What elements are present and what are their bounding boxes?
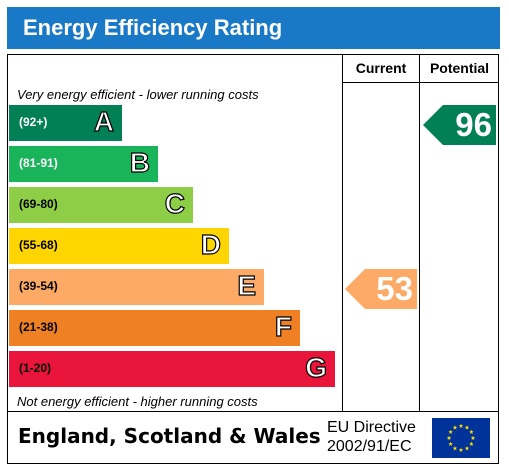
band-letter-label: B: [129, 146, 150, 178]
footer-region: England, Scotland & Wales: [18, 424, 321, 448]
band-letter-label: E: [237, 269, 257, 301]
divider-current: [342, 54, 343, 411]
header-divider: [342, 82, 499, 83]
band-letter-label: A: [93, 105, 114, 137]
band-range-label: (81-91): [19, 156, 58, 170]
band-d: (55-68) D: [9, 228, 229, 264]
current-rating-arrow: 53: [345, 269, 417, 309]
eu-star-icon: [452, 425, 458, 430]
band-range-label: (39-54): [19, 279, 58, 293]
band-g: (1-20) G: [9, 351, 335, 387]
band-range-label: (21-38): [19, 320, 58, 334]
current-column-header: Current: [355, 60, 407, 76]
eu-star-icon: [458, 423, 464, 428]
potential-rating-arrow-value: 96: [455, 106, 492, 143]
eu-star-icon: [458, 447, 464, 452]
eu-star-icon: [452, 445, 458, 451]
top-caption: Very energy efficient - lower running co…: [17, 87, 259, 102]
directive-line-2: 2002/91/EC: [327, 438, 412, 455]
footer-directive: EU Directive 2002/91/EC: [327, 418, 416, 456]
eu-star-icon: [464, 425, 470, 430]
potential-rating-arrow: 96: [423, 105, 496, 145]
eu-star-icon: [448, 429, 453, 434]
band-letter-label: G: [305, 351, 328, 383]
bottom-caption: Not energy efficient - higher running co…: [17, 394, 258, 409]
eu-star-icon: [464, 445, 470, 451]
title-bar: Energy Efficiency Rating: [7, 7, 500, 49]
divider-potential: [419, 54, 420, 411]
footer-divider: [7, 411, 499, 412]
band-c: (69-80) C: [9, 187, 193, 223]
potential-column-header: Potential: [429, 60, 490, 76]
rating-frame: [7, 54, 499, 464]
band-e: (39-54) E: [9, 269, 264, 305]
band-range-label: (55-68): [19, 238, 58, 252]
band-letter-label: C: [164, 187, 185, 219]
directive-line-1: EU Directive: [327, 419, 416, 436]
current-rating-arrow-value: 53: [376, 270, 413, 307]
band-range-label: (69-80): [19, 197, 58, 211]
band-letter-label: D: [200, 228, 221, 260]
potential-rating-arrow-shape: [423, 105, 496, 145]
band-f: (21-38) F: [9, 310, 300, 346]
current-rating-arrow-shape: [345, 269, 417, 309]
eu-star-icon: [470, 435, 476, 440]
eu-star-icon: [469, 429, 474, 434]
eu-star-icon: [448, 441, 453, 446]
band-range-label: (1-20): [19, 361, 52, 375]
band-range-label: (92+): [19, 115, 48, 129]
eu-flag-icon: [432, 418, 490, 458]
band-letter-label: F: [274, 310, 292, 342]
eu-star-icon: [446, 435, 452, 440]
band-b: (81-91) B: [9, 146, 158, 182]
band-a: (92+) A: [9, 105, 122, 141]
eu-star-icon: [469, 441, 474, 446]
page-title: Energy Efficiency Rating: [23, 15, 283, 40]
